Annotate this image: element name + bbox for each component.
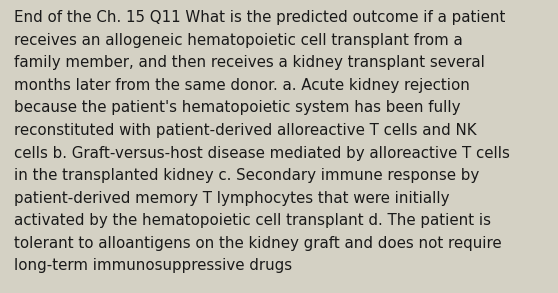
Text: cells b. Graft-versus-host disease mediated by alloreactive T cells: cells b. Graft-versus-host disease media… — [14, 146, 510, 161]
Text: receives an allogeneic hematopoietic cell transplant from a: receives an allogeneic hematopoietic cel… — [14, 33, 463, 48]
Text: tolerant to alloantigens on the kidney graft and does not require: tolerant to alloantigens on the kidney g… — [14, 236, 502, 251]
Text: because the patient's hematopoietic system has been fully: because the patient's hematopoietic syst… — [14, 100, 460, 115]
Text: patient-derived memory T lymphocytes that were initially: patient-derived memory T lymphocytes tha… — [14, 191, 449, 206]
Text: End of the Ch. 15 Q11 What is the predicted outcome if a patient: End of the Ch. 15 Q11 What is the predic… — [14, 10, 506, 25]
Text: long-term immunosuppressive drugs: long-term immunosuppressive drugs — [14, 258, 292, 273]
Text: activated by the hematopoietic cell transplant d. The patient is: activated by the hematopoietic cell tran… — [14, 213, 491, 228]
Text: months later from the same donor. a. Acute kidney rejection: months later from the same donor. a. Acu… — [14, 78, 470, 93]
Text: family member, and then receives a kidney transplant several: family member, and then receives a kidne… — [14, 55, 485, 70]
Text: reconstituted with patient-derived alloreactive T cells and NK: reconstituted with patient-derived allor… — [14, 123, 477, 138]
Text: in the transplanted kidney c. Secondary immune response by: in the transplanted kidney c. Secondary … — [14, 168, 479, 183]
